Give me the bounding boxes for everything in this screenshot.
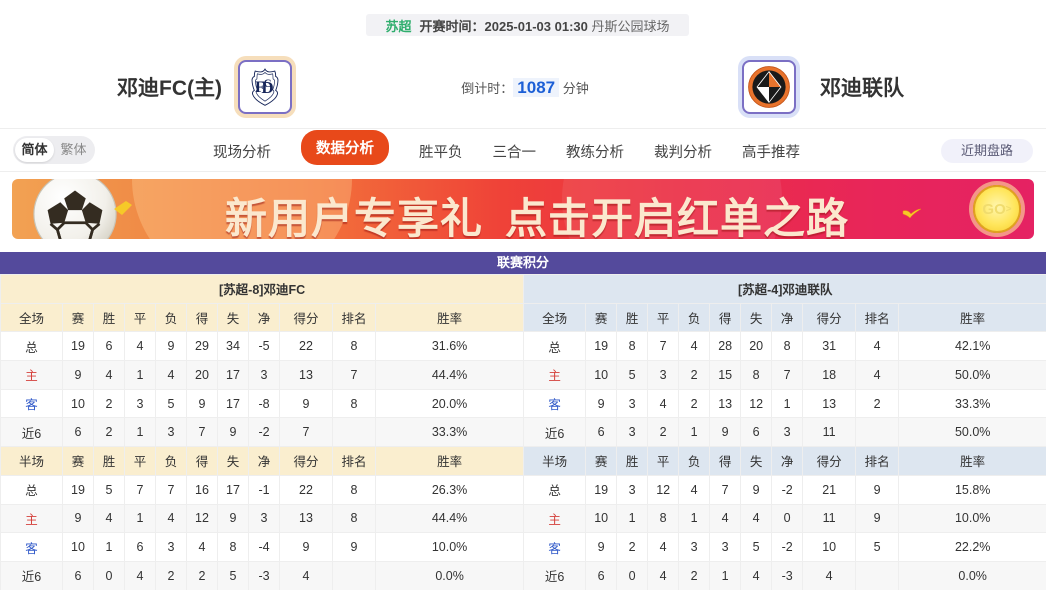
svg-text:C: C [264, 78, 272, 90]
